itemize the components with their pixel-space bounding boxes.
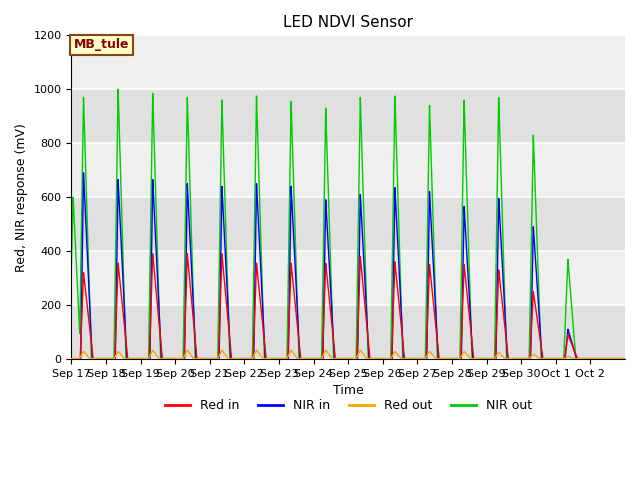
Bar	[72, 305, 625, 359]
Bar	[72, 251, 625, 305]
Bar	[72, 143, 625, 197]
Title: LED NDVI Sensor: LED NDVI Sensor	[284, 15, 413, 30]
Y-axis label: Red, NIR response (mV): Red, NIR response (mV)	[15, 123, 28, 272]
Bar	[72, 89, 625, 143]
Bar	[72, 36, 625, 89]
Bar	[72, 197, 625, 251]
X-axis label: Time: Time	[333, 384, 364, 397]
Legend: Red in, NIR in, Red out, NIR out: Red in, NIR in, Red out, NIR out	[159, 395, 537, 418]
Text: MB_tule: MB_tule	[74, 38, 130, 51]
